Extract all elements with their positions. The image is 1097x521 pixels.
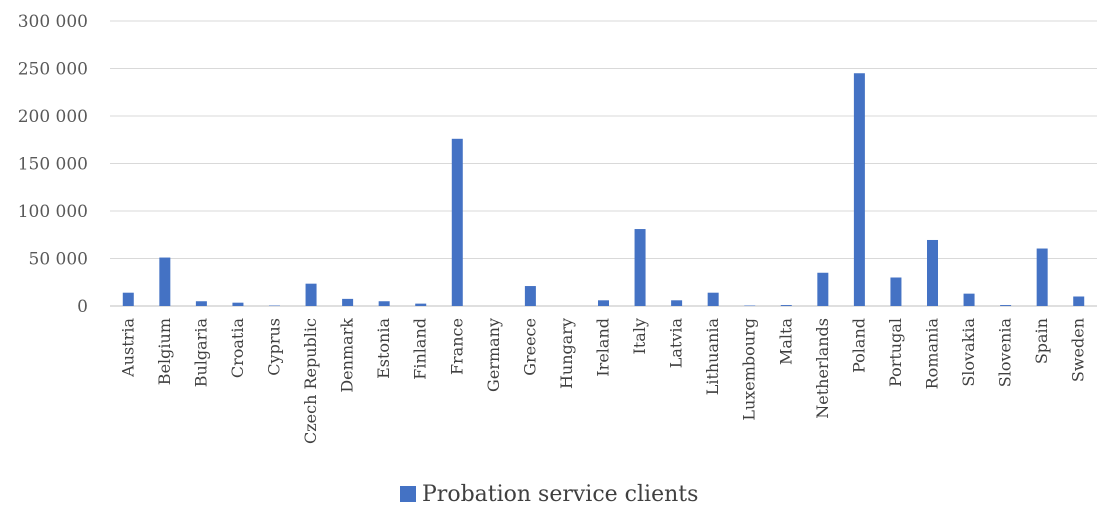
gridlines <box>110 20 1097 307</box>
y-tick-label: 0 <box>77 297 88 317</box>
bar <box>598 300 609 306</box>
x-tick-label: Portugal <box>886 318 905 387</box>
bar <box>232 302 244 306</box>
bar <box>707 292 719 306</box>
x-tick-label: Italy <box>630 318 649 354</box>
bar <box>1000 305 1012 306</box>
x-tick-label: Slovenia <box>996 318 1015 388</box>
y-tick-label: 150 000 <box>18 155 88 175</box>
bar <box>122 292 134 306</box>
legend: Probation service clients <box>400 482 698 507</box>
y-tick-label: 50 000 <box>29 250 88 270</box>
x-tick-label: France <box>447 318 466 375</box>
bar <box>780 305 792 306</box>
x-axis-labels: Austria Belgium Bulgaria Croatia Cyprus Czech… <box>118 318 1087 444</box>
bar <box>890 277 902 306</box>
x-tick-label: Belgium <box>155 318 174 385</box>
x-tick-label: Bulgaria <box>191 318 210 388</box>
y-tick-label: 250 000 <box>18 60 88 80</box>
legend-label: Probation service clients <box>422 482 698 507</box>
x-tick-label: Denmark <box>338 318 357 393</box>
bar <box>305 283 317 306</box>
y-tick-label: 200 000 <box>18 107 88 127</box>
bar <box>195 301 207 306</box>
legend-swatch <box>400 486 416 502</box>
x-tick-label: Poland <box>849 318 868 373</box>
bar <box>1073 296 1085 306</box>
x-tick-label: Malta <box>776 318 795 365</box>
x-tick-label: Netherlands <box>813 318 832 419</box>
x-tick-label: Hungary <box>557 318 576 389</box>
y-tick-label: 300 000 <box>18 12 88 32</box>
bar-series <box>122 73 1085 306</box>
x-tick-label: Estonia <box>374 318 393 379</box>
x-tick-label: Austria <box>118 318 137 378</box>
y-tick-label: 100 000 <box>18 202 88 222</box>
bar <box>1036 248 1048 306</box>
bar <box>524 286 536 306</box>
x-tick-label: Ireland <box>594 318 613 377</box>
bar <box>817 272 829 306</box>
x-tick-label: Finland <box>411 318 430 380</box>
x-tick-label: Sweden <box>1069 318 1088 382</box>
bar <box>963 293 975 306</box>
bar <box>342 298 354 306</box>
x-tick-label: Luxembourg <box>740 318 759 421</box>
x-tick-label: Greece <box>520 318 539 376</box>
bar <box>378 301 390 306</box>
x-tick-label: Czech Republic <box>301 318 320 444</box>
x-tick-label: Romania <box>923 318 942 390</box>
x-tick-label: Germany <box>484 318 503 392</box>
x-tick-label: Latvia <box>667 318 686 369</box>
bar <box>634 229 646 306</box>
bar <box>927 239 938 306</box>
x-tick-label: Cyprus <box>265 318 284 376</box>
bar <box>159 257 171 306</box>
bar <box>451 138 463 306</box>
bar <box>671 300 683 306</box>
x-tick-label: Croatia <box>228 318 247 379</box>
x-tick-label: Spain <box>1032 318 1051 364</box>
bar <box>415 303 427 306</box>
y-axis-ticks: 0 50 000 100 000 150 000 200 000 250 000 300 0… <box>18 12 88 317</box>
bar <box>853 73 865 306</box>
x-tick-label: Slovakia <box>959 318 978 387</box>
x-tick-label: Lithuania <box>703 318 722 396</box>
